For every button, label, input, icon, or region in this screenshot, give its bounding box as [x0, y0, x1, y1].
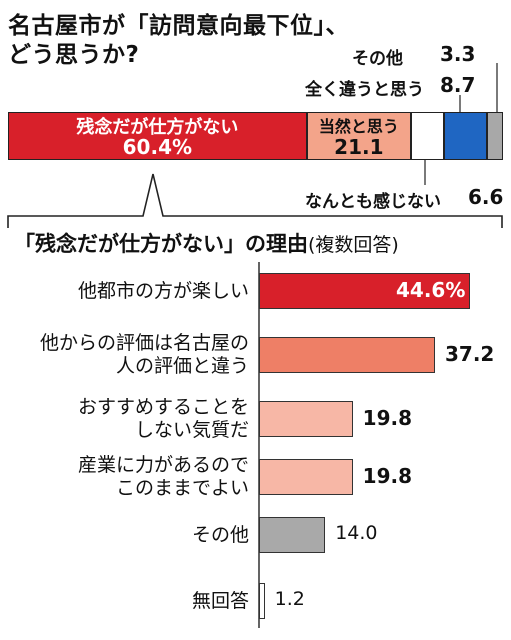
stack-segment-0 — [8, 112, 307, 160]
breakdown-category-line: このままでよい — [115, 477, 249, 499]
breakdown-category-line: 無回答 — [191, 589, 249, 612]
breakdown-bar-2 — [259, 401, 353, 437]
stack-segment-3 — [443, 112, 487, 160]
value-indifferent: 6.6 — [468, 185, 504, 209]
breakdown-bar-0 — [259, 273, 470, 309]
breakdown-category-line: 人の評価と違う — [115, 355, 249, 377]
breakdown-category-4: その他 — [192, 524, 249, 547]
label-disagree: 全く違うと思う — [305, 80, 424, 100]
stack-value-1: 21.1 — [334, 135, 384, 159]
value-disagree: 8.7 — [440, 73, 476, 97]
breakdown-category-line: その他 — [191, 523, 249, 546]
callout-bracket — [7, 173, 503, 228]
page-title-line1: 名古屋市が「訪問意向最下位」、 — [8, 13, 349, 39]
stack-segment-1 — [306, 112, 411, 160]
stack-label-1: 当然と思う — [318, 117, 399, 136]
label-other-top: その他 — [352, 49, 403, 69]
breakdown-category-0: 他都市の方が楽しい — [78, 280, 249, 303]
stack-segment-4 — [486, 112, 503, 160]
breakdown-category-line: 他都市の方が楽しい — [77, 279, 249, 302]
value-other-top: 3.3 — [440, 42, 476, 66]
breakdown-value-0: 44.6% — [396, 278, 466, 302]
breakdown-category-line: 他からの評価は名古屋の — [39, 332, 249, 354]
breakdown-value-1: 37.2 — [444, 342, 495, 366]
breakdown-value-5: 1.2 — [274, 588, 305, 610]
stack-segment-2 — [411, 112, 444, 160]
label-indifferent: なんとも感じない — [305, 192, 441, 212]
page-title-line2: どう思うか? — [8, 42, 140, 68]
breakdown-bar-3 — [259, 459, 353, 495]
breakdown-value-4: 14.0 — [335, 522, 378, 544]
breakdown-title-block: 「残念だが仕方がない」の理由(複数回答) — [14, 228, 399, 258]
breakdown-category-line: しない気質だ — [134, 419, 249, 441]
stack-label-0: 残念だが仕方がない — [76, 117, 239, 138]
breakdown-category-line: 産業に力があるので — [77, 454, 249, 476]
breakdown-category-1: 他からの評価は名古屋の 人の評価と違う — [40, 332, 249, 378]
breakdown-subtitle: (複数回答) — [308, 234, 399, 256]
breakdown-category-line: おすすめすることを — [77, 396, 249, 418]
breakdown-value-2: 19.8 — [362, 406, 413, 430]
breakdown-category-2: おすすめすることを しない気質だ — [78, 396, 249, 442]
breakdown-category-3: 産業に力があるので このままでよい — [78, 454, 249, 500]
breakdown-bar-4 — [259, 517, 326, 553]
breakdown-title: 「残念だが仕方がない」の理由 — [14, 232, 308, 256]
breakdown-bar-5 — [259, 583, 265, 619]
stack-value-0: 60.4% — [122, 135, 193, 159]
breakdown-value-3: 19.8 — [362, 464, 413, 488]
breakdown-category-5: 無回答 — [192, 590, 249, 613]
breakdown-bar-1 — [259, 337, 435, 373]
